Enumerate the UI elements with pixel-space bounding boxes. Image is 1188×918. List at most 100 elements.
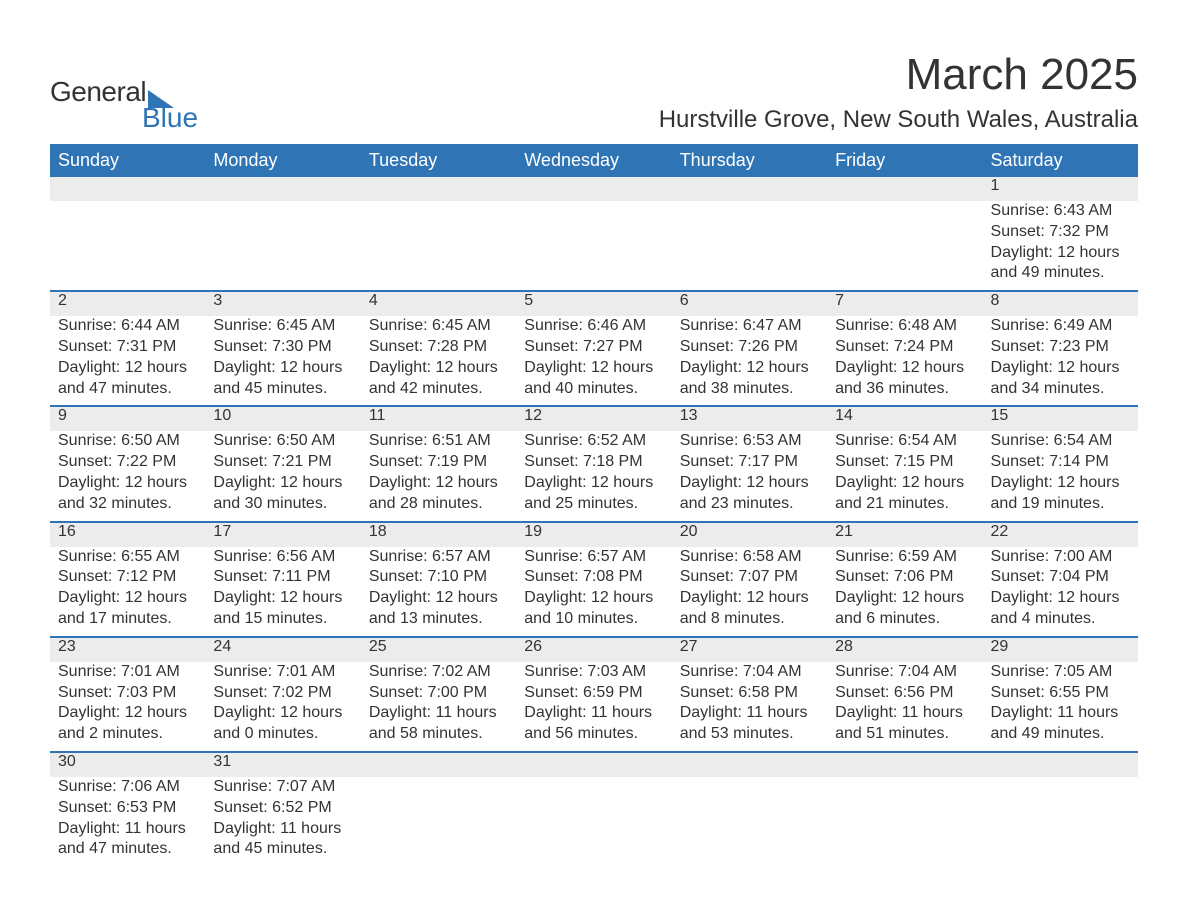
day-number: 13 [672, 406, 827, 431]
daylight-text: Daylight: 12 hours and 25 minutes. [524, 473, 663, 515]
day-details: Sunrise: 6:43 AMSunset: 7:32 PMDaylight:… [983, 201, 1138, 291]
sunset-text: Sunset: 7:14 PM [991, 452, 1130, 473]
day-number-row: 16171819202122 [50, 522, 1138, 547]
day-details: Sunrise: 7:03 AMSunset: 6:59 PMDaylight:… [516, 662, 671, 752]
day-details: Sunrise: 6:50 AMSunset: 7:21 PMDaylight:… [205, 431, 360, 521]
day-header: Sunday [50, 144, 205, 177]
sunrise-text: Sunrise: 7:03 AM [524, 662, 663, 683]
day-number [361, 752, 516, 777]
day-details: Sunrise: 6:50 AMSunset: 7:22 PMDaylight:… [50, 431, 205, 521]
sunset-text: Sunset: 6:55 PM [991, 683, 1130, 704]
sunrise-text: Sunrise: 7:01 AM [213, 662, 352, 683]
day-number: 27 [672, 637, 827, 662]
day-details: Sunrise: 6:49 AMSunset: 7:23 PMDaylight:… [983, 316, 1138, 406]
day-number: 26 [516, 637, 671, 662]
day-number: 19 [516, 522, 671, 547]
day-number: 18 [361, 522, 516, 547]
day-details: Sunrise: 6:59 AMSunset: 7:06 PMDaylight:… [827, 547, 982, 637]
daylight-text: Daylight: 11 hours and 58 minutes. [369, 703, 508, 745]
day-number-row: 3031 [50, 752, 1138, 777]
sunrise-text: Sunrise: 6:59 AM [835, 547, 974, 568]
daylight-text: Daylight: 11 hours and 53 minutes. [680, 703, 819, 745]
day-details-row: Sunrise: 7:01 AM Sunset: 7:03 PM Daylight:… [50, 662, 1138, 752]
sunrise-text: Sunrise: 6:51 AM [369, 431, 508, 452]
day-details: Sunrise: 6:44 AMSunset: 7:31 PMDaylight:… [50, 316, 205, 406]
sunset-text: Sunset: 7:26 PM [680, 337, 819, 358]
daylight-text: Daylight: 12 hours and 30 minutes. [213, 473, 352, 515]
day-number: 14 [827, 406, 982, 431]
day-details-row: Sunrise: 6:44 AMSunset: 7:31 PMDaylight:… [50, 316, 1138, 406]
calendar-body: 1Sunrise: 6:43 AMSunset: 7:32 PMDaylight… [50, 177, 1138, 866]
day-details: Sunrise: 6:52 AMSunset: 7:18 PMDaylight:… [516, 431, 671, 521]
sunset-text: Sunset: 7:28 PM [369, 337, 508, 358]
day-number: 11 [361, 406, 516, 431]
day-header: Wednesday [516, 144, 671, 177]
day-details [827, 777, 982, 866]
day-details: Sunrise: 7:01 AMSunset: 7:02 PMDaylight:… [205, 662, 360, 752]
day-number: 2 [50, 291, 205, 316]
daylight-text: Daylight: 12 hours and 38 minutes. [680, 358, 819, 400]
sunset-text: Sunset: 7:02 PM [213, 683, 352, 704]
daylight-text: Daylight: 11 hours and 56 minutes. [524, 703, 663, 745]
day-details [361, 777, 516, 866]
day-header: Tuesday [361, 144, 516, 177]
daylight-text: Daylight: 11 hours and 51 minutes. [835, 703, 974, 745]
daylight-text: Daylight: 12 hours and 28 minutes. [369, 473, 508, 515]
day-number: 22 [983, 522, 1138, 547]
logo-word-general: General [50, 76, 146, 108]
day-number [361, 177, 516, 201]
day-number: 24 [205, 637, 360, 662]
day-number: 6 [672, 291, 827, 316]
sunset-text: Sunset: 7:19 PM [369, 452, 508, 473]
sunrise-text: Sunrise: 7:00 AM [991, 547, 1130, 568]
day-number: 12 [516, 406, 671, 431]
day-details: Sunrise: 6:51 AMSunset: 7:19 PMDaylight:… [361, 431, 516, 521]
day-details [50, 201, 205, 291]
day-details [516, 777, 671, 866]
day-details: Sunrise: 6:57 AMSunset: 7:08 PMDaylight:… [516, 547, 671, 637]
location: Hurstville Grove, New South Wales, Austr… [659, 106, 1138, 134]
day-details [983, 777, 1138, 866]
day-number [50, 177, 205, 201]
day-number: 28 [827, 637, 982, 662]
day-details [672, 777, 827, 866]
sunrise-text: Sunrise: 6:45 AM [213, 316, 352, 337]
sunrise-text: Sunrise: 6:52 AM [524, 431, 663, 452]
daylight-text: Daylight: 11 hours and 47 minutes. [58, 819, 197, 861]
day-details: Sunrise: 7:04 AMSunset: 6:56 PMDaylight:… [827, 662, 982, 752]
sunset-text: Sunset: 6:59 PM [524, 683, 663, 704]
day-details-row: Sunrise: 6:55 AMSunset: 7:12 PMDaylight:… [50, 547, 1138, 637]
day-details: Sunrise: 6:53 AMSunset: 7:17 PMDaylight:… [672, 431, 827, 521]
day-details: Sunrise: 6:57 AMSunset: 7:10 PMDaylight:… [361, 547, 516, 637]
sunrise-text: Sunrise: 6:53 AM [680, 431, 819, 452]
day-number: 25 [361, 637, 516, 662]
day-details: Sunrise: 6:48 AMSunset: 7:24 PMDaylight:… [827, 316, 982, 406]
day-details: Sunrise: 6:54 AMSunset: 7:14 PMDaylight:… [983, 431, 1138, 521]
sunset-text: Sunset: 7:07 PM [680, 567, 819, 588]
sunset-text: Sunset: 7:15 PM [835, 452, 974, 473]
sunset-text: Sunset: 7:22 PM [58, 452, 197, 473]
day-number [516, 177, 671, 201]
day-number: 29 [983, 637, 1138, 662]
daylight-text: Daylight: 12 hours and 42 minutes. [369, 358, 508, 400]
sunset-text: Sunset: 7:03 PM [58, 683, 197, 704]
daylight-text: Daylight: 12 hours and 0 minutes. [213, 703, 352, 745]
sunrise-text: Sunrise: 7:04 AM [680, 662, 819, 683]
sunrise-text: Sunrise: 7:07 AM [213, 777, 352, 798]
day-details [516, 201, 671, 291]
daylight-text: Daylight: 12 hours and 4 minutes. [991, 588, 1130, 630]
day-details: Sunrise: 6:54 AMSunset: 7:15 PMDaylight:… [827, 431, 982, 521]
day-details: Sunrise: 7:00 AMSunset: 7:04 PMDaylight:… [983, 547, 1138, 637]
sunset-text: Sunset: 7:31 PM [58, 337, 197, 358]
day-number-row: 1 [50, 177, 1138, 201]
day-number [516, 752, 671, 777]
day-details: Sunrise: 7:05 AMSunset: 6:55 PMDaylight:… [983, 662, 1138, 752]
sunrise-text: Sunrise: 6:58 AM [680, 547, 819, 568]
day-number: 16 [50, 522, 205, 547]
day-number [205, 177, 360, 201]
daylight-text: Daylight: 12 hours and 6 minutes. [835, 588, 974, 630]
sunrise-text: Sunrise: 6:54 AM [835, 431, 974, 452]
day-details [672, 201, 827, 291]
day-number: 7 [827, 291, 982, 316]
logo-sail-icon [148, 90, 176, 108]
